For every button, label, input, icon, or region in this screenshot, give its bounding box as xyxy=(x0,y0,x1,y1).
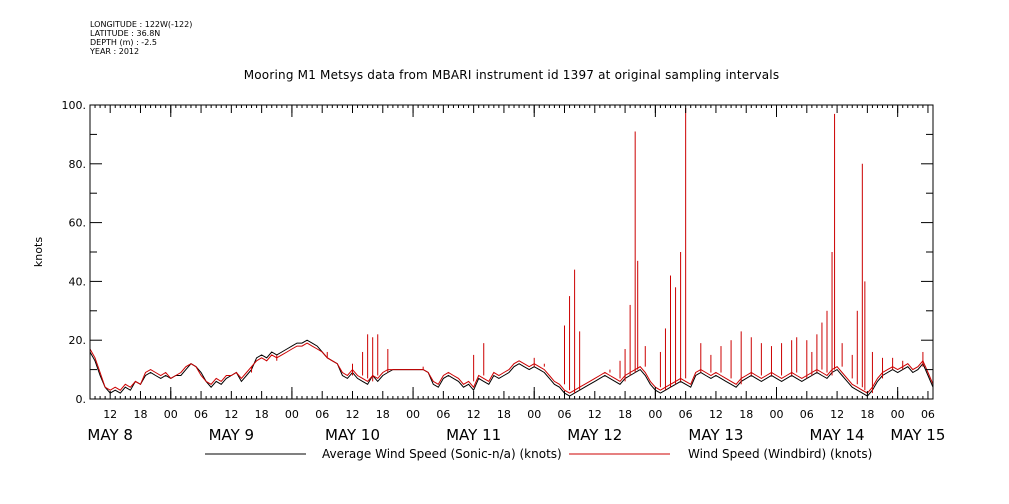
x-tick-label: 12 xyxy=(830,408,844,421)
y-tick-label: 60. xyxy=(69,217,87,230)
x-day-label: MAY 13 xyxy=(688,426,743,444)
y-tick-label: 40. xyxy=(69,275,87,288)
x-day-label: MAY 11 xyxy=(446,426,501,444)
legend-label-wind-speed-windbird: Wind Speed (Windbird) (knots) xyxy=(688,447,872,461)
x-tick-label: 18 xyxy=(133,408,147,421)
x-day-label: MAY 8 xyxy=(87,426,133,444)
x-tick-label: 18 xyxy=(739,408,753,421)
x-tick-label: 00 xyxy=(891,408,905,421)
x-tick-label: 06 xyxy=(315,408,329,421)
x-tick-label: 18 xyxy=(497,408,511,421)
x-tick-label: 06 xyxy=(921,408,935,421)
y-tick-label: 20. xyxy=(69,334,87,347)
legend-label-average-wind-speed: Average Wind Speed (Sonic-n/a) (knots) xyxy=(322,447,562,461)
x-tick-label: 12 xyxy=(709,408,723,421)
y-tick-label: 100. xyxy=(62,99,87,112)
latitude-label: LATITUDE : 36.8N xyxy=(90,29,161,38)
x-tick-label: 18 xyxy=(618,408,632,421)
legend: Average Wind Speed (Sonic-n/a) (knots) W… xyxy=(205,447,872,461)
x-tick-label: 00 xyxy=(527,408,541,421)
x-tick-label: 06 xyxy=(436,408,450,421)
x-tick-label: 12 xyxy=(345,408,359,421)
x-day-label: MAY 9 xyxy=(209,426,255,444)
x-tick-label: 06 xyxy=(558,408,572,421)
x-tick-label: 00 xyxy=(285,408,299,421)
x-tick-label: 18 xyxy=(255,408,269,421)
x-tick-label: 06 xyxy=(679,408,693,421)
y-tick-label: 0. xyxy=(76,393,87,406)
x-tick-label: 18 xyxy=(376,408,390,421)
longitude-label: LONGITUDE : 122W(-122) xyxy=(90,20,193,29)
y-axis-label: knots xyxy=(32,237,45,267)
chart-title: Mooring M1 Metsys data from MBARI instru… xyxy=(243,68,780,82)
x-tick-label: 06 xyxy=(194,408,208,421)
metadata-block: LONGITUDE : 122W(-122) LATITUDE : 36.8N … xyxy=(90,20,192,56)
x-tick-label: 18 xyxy=(860,408,874,421)
x-tick-label: 00 xyxy=(164,408,178,421)
y-tick-label: 80. xyxy=(69,158,87,171)
x-tick-label: 00 xyxy=(648,408,662,421)
x-tick-label: 12 xyxy=(103,408,117,421)
series-line-wind-speed-windbird xyxy=(89,342,934,394)
x-day-label: MAY 10 xyxy=(325,426,380,444)
x-day-label: MAY 14 xyxy=(810,426,865,444)
year-label: YEAR : 2012 xyxy=(90,47,140,56)
x-tick-label: 12 xyxy=(588,408,602,421)
x-tick-label: 12 xyxy=(467,408,481,421)
x-tick-label: 12 xyxy=(224,408,238,421)
x-day-label: MAY 12 xyxy=(567,426,622,444)
x-tick-label: 00 xyxy=(770,408,784,421)
x-tick-label: 00 xyxy=(406,408,420,421)
depth-label: DEPTH (m) : -2.5 xyxy=(90,38,157,47)
x-tick-label: 06 xyxy=(800,408,814,421)
x-day-label: MAY 15 xyxy=(890,426,945,444)
